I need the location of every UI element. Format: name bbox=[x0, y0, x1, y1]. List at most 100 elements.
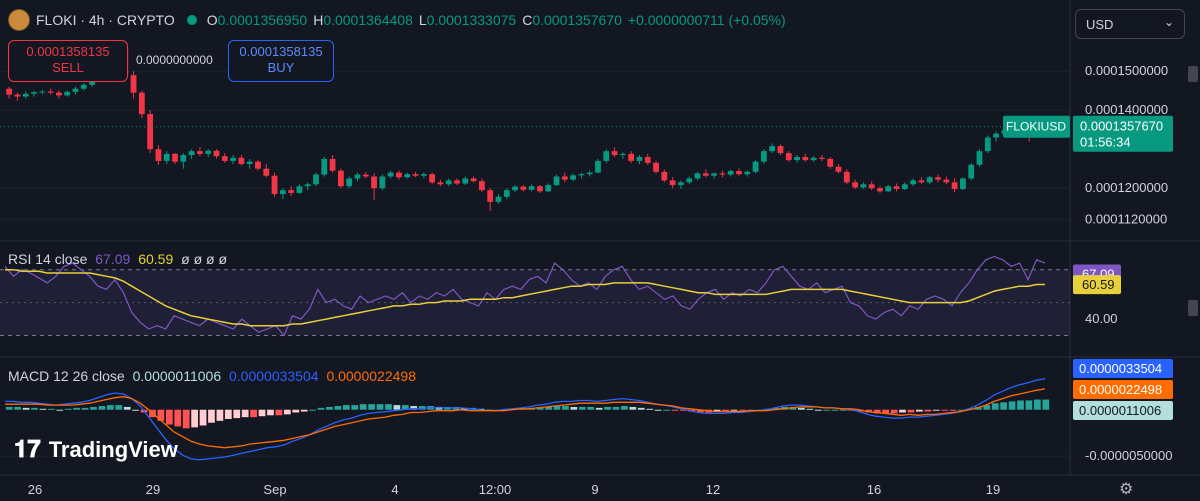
macd-histogram-bar bbox=[216, 409, 224, 421]
candle-up bbox=[22, 93, 29, 97]
candle-up bbox=[379, 176, 386, 189]
macd-histogram-bar bbox=[165, 409, 173, 425]
candle-down bbox=[819, 157, 825, 159]
macd-histogram-bar bbox=[208, 409, 215, 423]
candle-down bbox=[6, 88, 13, 95]
macd-histogram-bar bbox=[604, 406, 611, 410]
ohlc-low-key: L bbox=[418, 12, 427, 28]
candle-down bbox=[777, 146, 784, 154]
macd-histogram-bar bbox=[174, 409, 182, 427]
settings-gear-icon[interactable]: ⚙ bbox=[1119, 481, 1134, 498]
currency-select[interactable]: USD ⌄ bbox=[1075, 9, 1185, 39]
candle-up bbox=[495, 196, 502, 202]
candle-up bbox=[926, 177, 933, 183]
candle-up bbox=[711, 173, 718, 176]
candle-up bbox=[968, 164, 975, 179]
floki-logo-icon bbox=[8, 9, 30, 31]
candle-up bbox=[420, 174, 427, 176]
candle-down bbox=[719, 173, 726, 175]
macd-histogram-bar bbox=[646, 408, 654, 410]
candle-up bbox=[313, 174, 319, 185]
macd-histogram-bar bbox=[882, 409, 890, 414]
macd-histogram-bar bbox=[132, 409, 139, 411]
macd-histogram-bar bbox=[317, 407, 325, 410]
macd-histogram-bar bbox=[1033, 399, 1041, 410]
candle-down bbox=[669, 180, 676, 186]
candle-up bbox=[686, 178, 693, 183]
candle-up bbox=[910, 180, 917, 185]
macd-histogram-bar bbox=[907, 409, 915, 413]
macd-histogram-bar bbox=[578, 406, 586, 410]
macd-histogram-bar bbox=[267, 409, 274, 416]
candle-down bbox=[196, 151, 203, 154]
ohlc-high-value: 0.0001364408 bbox=[323, 12, 413, 28]
candle-down bbox=[396, 172, 402, 178]
time-tick-label: 12:00 bbox=[479, 482, 512, 497]
macd-histogram-bar bbox=[654, 409, 662, 411]
macd-hist-value: 0.0000011006 bbox=[132, 368, 222, 384]
macd-histogram-bar bbox=[553, 406, 561, 410]
macd-histogram-bar bbox=[545, 406, 552, 410]
candle-up bbox=[64, 91, 71, 96]
candle-down bbox=[827, 158, 834, 167]
macd-histogram-bar bbox=[1008, 401, 1016, 410]
macd-histogram-bar bbox=[39, 408, 47, 410]
candle-up bbox=[387, 172, 394, 177]
price-scale-handle[interactable] bbox=[1188, 66, 1198, 82]
macd-histogram-bar bbox=[275, 409, 283, 416]
macd-histogram-bar bbox=[840, 409, 847, 411]
macd-signal-line bbox=[5, 388, 1046, 449]
rsi-scale-handle[interactable] bbox=[1188, 300, 1198, 316]
macd-histogram-bar bbox=[334, 406, 342, 410]
candle-up bbox=[462, 178, 469, 184]
macd-histogram-bar bbox=[5, 406, 13, 410]
macd-histogram-bar bbox=[772, 407, 780, 410]
candle-up bbox=[72, 88, 79, 92]
macd-histogram-bar bbox=[258, 409, 266, 417]
rsi-ma-value-badge bbox=[1073, 275, 1121, 295]
ohlc-open-value: 0.0001356950 bbox=[217, 12, 308, 28]
sell-button[interactable]: 0.0001358135 SELL bbox=[8, 40, 128, 82]
macd-histogram-bar bbox=[47, 408, 55, 410]
macd-histogram-bar bbox=[974, 406, 982, 410]
currency-label: USD bbox=[1086, 17, 1114, 32]
macd-histogram-bar bbox=[90, 406, 97, 410]
candle-down bbox=[288, 190, 295, 193]
candle-up bbox=[578, 174, 585, 176]
symbol-header: FLOKI · 4h · CRYPTO O 0.0001356950 H 0.000… bbox=[8, 9, 786, 31]
symbol-line[interactable]: FLOKI · 4h · CRYPTO bbox=[36, 12, 175, 28]
time-tick-label: 29 bbox=[146, 482, 160, 497]
candle-up bbox=[769, 146, 776, 152]
buy-button[interactable]: 0.0001358135 BUY bbox=[228, 40, 334, 82]
price-tick-label: 0.0001500000 bbox=[1085, 63, 1168, 78]
candle-down bbox=[271, 175, 278, 195]
macd-histogram-bar bbox=[890, 409, 898, 414]
macd-value: 0.0000033504 bbox=[229, 368, 319, 384]
candle-down bbox=[644, 157, 651, 163]
candle-down bbox=[130, 75, 137, 93]
candle-down bbox=[487, 190, 494, 202]
candle-up bbox=[603, 151, 610, 161]
tradingview-logo[interactable]: 𝟏𝟕 TradingView bbox=[14, 436, 178, 464]
macd-histogram-bar bbox=[570, 406, 578, 410]
macd-tick-label: -0.0000050000 bbox=[1085, 448, 1172, 463]
macd-histogram-bar bbox=[385, 404, 392, 410]
macd-histogram-bar bbox=[191, 409, 198, 428]
candle-down bbox=[155, 149, 162, 161]
candle-up bbox=[163, 153, 170, 161]
macd-histogram-bar bbox=[22, 407, 30, 410]
candle-down bbox=[138, 92, 145, 115]
candle-down bbox=[429, 174, 436, 183]
candle-up bbox=[39, 91, 46, 93]
current-price-value: 0.0001357670 bbox=[1080, 119, 1163, 134]
macd-histogram-bar bbox=[612, 406, 620, 410]
candle-down bbox=[337, 170, 344, 187]
candle-up bbox=[321, 158, 328, 175]
macd-histogram-bar bbox=[671, 409, 679, 411]
macd-histogram-bar bbox=[722, 409, 729, 412]
candle-up bbox=[586, 172, 593, 175]
rsi-empty-values: ø ø ø ø bbox=[181, 251, 228, 267]
macd-histogram-bar bbox=[587, 406, 595, 410]
macd-histogram-bar bbox=[739, 409, 746, 411]
